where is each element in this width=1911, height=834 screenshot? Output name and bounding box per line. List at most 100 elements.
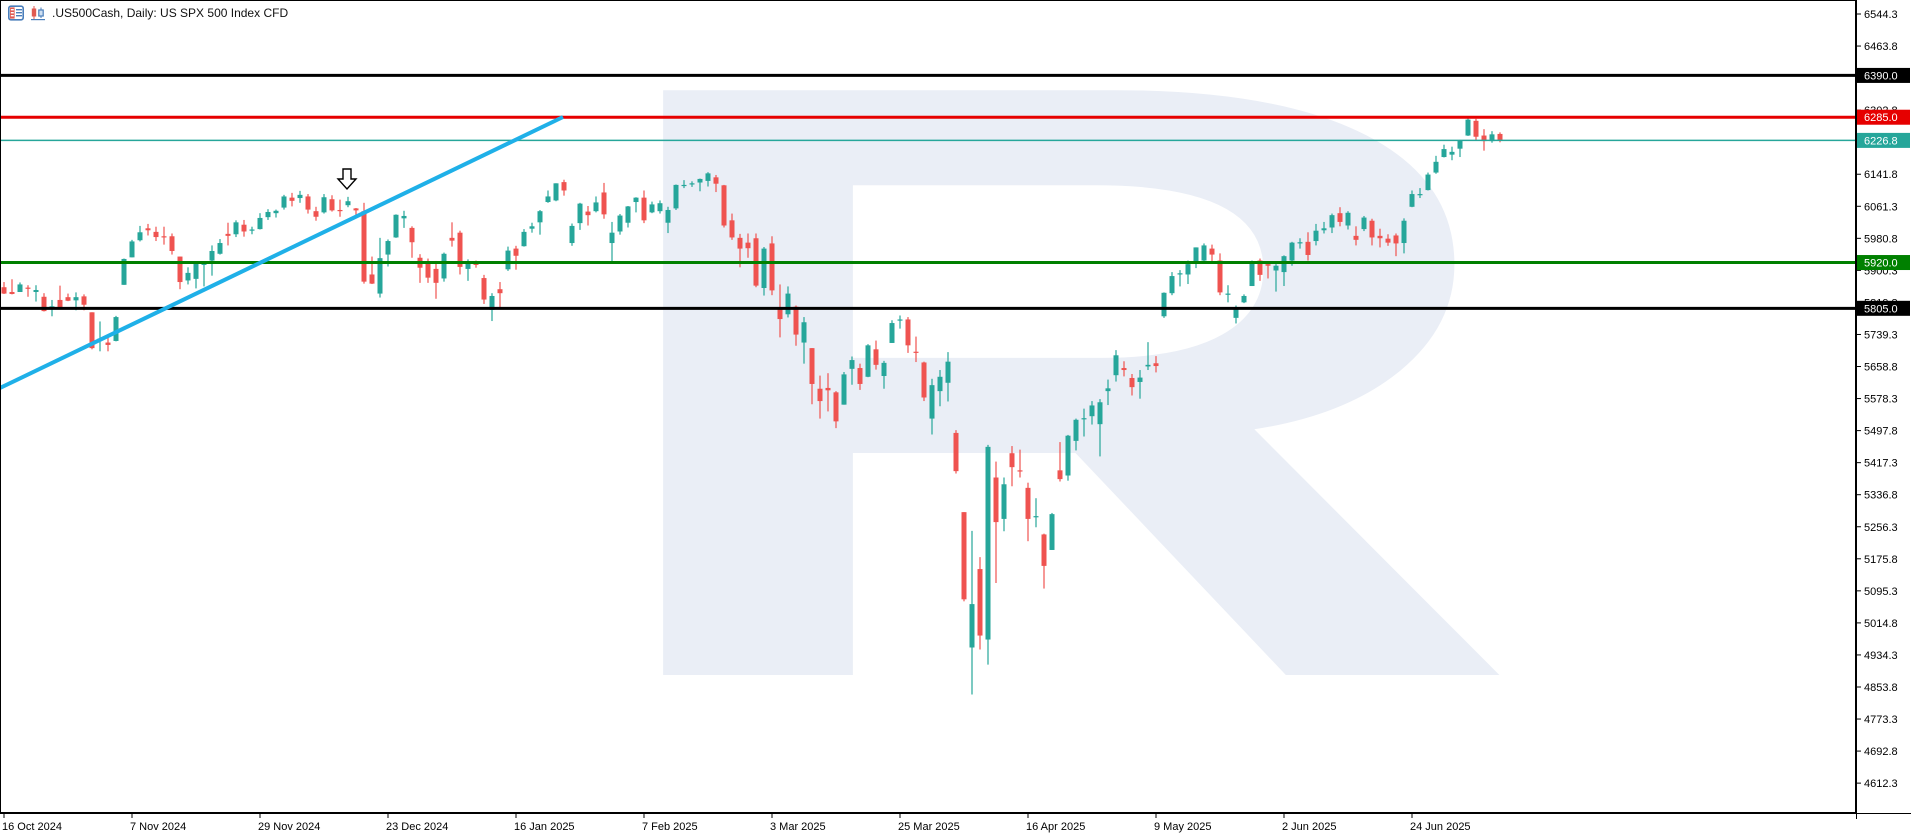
candle-body	[209, 250, 215, 261]
candle-body	[1177, 273, 1183, 275]
candle-body	[593, 202, 599, 212]
candle-body	[729, 220, 735, 238]
candle-body	[1025, 487, 1031, 519]
time-tick-label: 7 Feb 2025	[642, 821, 698, 833]
price-tick-label: 5739.3	[1864, 329, 1898, 341]
candle-body	[121, 258, 127, 285]
candle-body	[465, 263, 471, 269]
candle-body	[905, 319, 911, 346]
candle-body	[1337, 213, 1343, 222]
candle-body	[65, 297, 71, 301]
candle-body	[1241, 295, 1247, 303]
level-label-bg	[1857, 109, 1910, 125]
candle-body	[537, 211, 543, 223]
price-tick-label: 5417.3	[1864, 458, 1898, 470]
candle-body	[393, 214, 399, 238]
candle-body	[481, 278, 487, 300]
candle-body	[145, 228, 151, 231]
candle-body	[9, 291, 15, 294]
candle-body	[1313, 230, 1319, 242]
candle-body	[353, 208, 359, 211]
candle-body	[41, 296, 47, 312]
candle-body	[305, 196, 311, 210]
candle-body	[569, 225, 575, 244]
candle-body	[721, 185, 727, 226]
chart-list-icon	[8, 5, 24, 21]
chart-header: .US500Cash, Daily: US SPX 500 Index CFD	[8, 5, 288, 21]
candle-body	[801, 322, 807, 343]
candle-body	[1209, 248, 1215, 255]
price-tick-label: 5658.8	[1864, 362, 1898, 374]
price-tick-label: 6141.8	[1864, 169, 1898, 181]
candle-body	[1105, 388, 1111, 392]
candle-body	[937, 376, 943, 392]
candle-body	[1009, 453, 1015, 468]
time-axis[interactable]: 16 Oct 2024 7 Nov 2024 29 Nov 2024 23 Dec 2…	[2, 813, 1471, 833]
time-tick-label: 16 Jan 2025	[514, 821, 575, 833]
candle-body	[1305, 241, 1311, 255]
candle-body	[625, 206, 631, 223]
candle-body	[1401, 220, 1407, 244]
trendline[interactable]	[0, 115, 564, 390]
candle-body	[449, 237, 455, 241]
candle-body	[945, 361, 951, 383]
candle-body	[1417, 194, 1423, 196]
candle-body	[673, 184, 679, 209]
candle-body	[89, 312, 95, 349]
candle-body	[1001, 484, 1007, 519]
candle-body	[1393, 235, 1399, 244]
candle-body	[1193, 247, 1199, 263]
candle-body	[313, 211, 319, 217]
time-tick-label: 16 Apr 2025	[1026, 821, 1085, 833]
candle-body	[833, 392, 839, 422]
time-tick-label: 16 Oct 2024	[2, 821, 62, 833]
candle-body	[1073, 419, 1079, 441]
candle-body	[81, 296, 87, 305]
level-label-bg	[1857, 300, 1910, 316]
candle-body	[193, 263, 199, 279]
candle-body	[105, 342, 111, 345]
candle-body	[697, 178, 703, 183]
candle-body	[985, 446, 991, 640]
candle-body	[1089, 405, 1095, 417]
candle-body	[273, 210, 279, 214]
candle-body	[1481, 135, 1487, 142]
level-label-text: 6285.0	[1864, 112, 1898, 124]
candle-body	[1377, 235, 1383, 239]
candle-body	[553, 183, 559, 201]
candle-body	[521, 231, 527, 247]
candle-body	[361, 211, 367, 282]
candle-body	[641, 197, 647, 221]
candle-body	[857, 368, 863, 384]
candlestick-chart-icon	[31, 6, 45, 21]
candle-body	[601, 192, 607, 215]
plot-border	[0, 0, 1856, 813]
candle-body	[617, 215, 623, 232]
price-tick-label: 5578.3	[1864, 394, 1898, 406]
candle-body	[265, 211, 271, 218]
down-arrow-annotation[interactable]	[336, 168, 358, 191]
watermark-letter: R	[575, 0, 1526, 834]
candle-body	[17, 284, 23, 292]
price-tick-label: 4934.3	[1864, 650, 1898, 662]
price-tick-label: 6463.8	[1864, 41, 1898, 53]
price-tick-label: 4692.8	[1864, 746, 1898, 758]
candle-body	[137, 232, 143, 241]
candle-body	[281, 196, 287, 208]
candle-body	[401, 215, 407, 219]
candle-body	[1225, 293, 1231, 295]
candle-body	[297, 194, 303, 199]
time-tick-label: 24 Jun 2025	[1410, 821, 1471, 833]
price-tick-label: 5095.3	[1864, 586, 1898, 598]
candle-body	[1473, 120, 1479, 137]
candle-body	[409, 227, 415, 243]
candle-body	[1097, 402, 1103, 425]
candle-body	[577, 203, 583, 224]
candle-body	[201, 263, 207, 265]
price-axis[interactable]: 6544.36463.86383.36302.86222.36141.86061…	[1856, 9, 1910, 790]
candle-body	[873, 349, 879, 365]
candle-body	[369, 274, 375, 284]
level-label-bg	[1857, 255, 1910, 271]
